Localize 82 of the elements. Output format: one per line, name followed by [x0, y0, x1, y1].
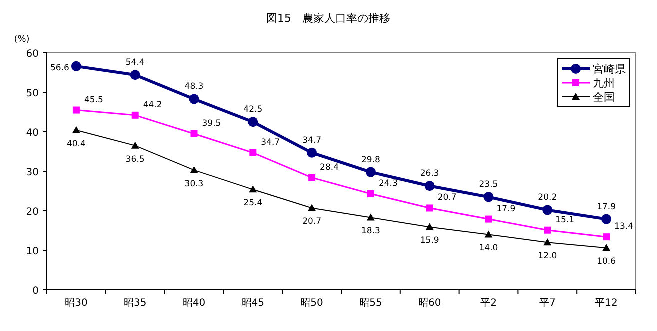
point [424, 181, 435, 192]
ytick: 40 [26, 128, 39, 139]
point [426, 223, 434, 230]
point [190, 130, 198, 138]
point [130, 70, 140, 80]
xtick: 昭45 [242, 298, 265, 309]
label: 25.4 [244, 198, 263, 209]
point [544, 238, 552, 246]
point [189, 94, 200, 104]
point [190, 166, 198, 174]
point [544, 226, 552, 234]
label: 20.7 [302, 217, 322, 228]
label: 10.6 [597, 257, 616, 268]
point [603, 234, 610, 241]
xtick: 昭60 [418, 298, 442, 309]
label: 17.9 [496, 204, 516, 214]
point [367, 190, 374, 198]
label: 26.3 [420, 169, 440, 180]
legend-item: 九州 [593, 77, 615, 90]
ytick: 30 [26, 168, 39, 178]
label: 24.3 [378, 179, 398, 190]
point [249, 186, 258, 193]
label: 30.3 [184, 179, 204, 190]
label: 18.3 [361, 226, 380, 237]
xtick: 平12 [595, 298, 618, 309]
ytick: 20 [26, 207, 39, 218]
label: 17.9 [597, 202, 616, 212]
label: 15.1 [556, 215, 575, 226]
xtick: 昭35 [124, 298, 147, 309]
label: 40.4 [66, 139, 86, 150]
xtick: 昭55 [360, 298, 382, 309]
label: 39.5 [202, 118, 222, 129]
point [308, 204, 316, 212]
label: 29.8 [361, 155, 380, 166]
point [308, 174, 316, 182]
legend-item: 全国 [593, 91, 615, 104]
xtick: 平7 [539, 298, 556, 309]
point [307, 148, 318, 158]
point [484, 230, 493, 238]
point [132, 112, 139, 119]
point [602, 244, 611, 252]
point [426, 204, 434, 212]
label: 48.3 [184, 82, 204, 92]
point [485, 216, 492, 223]
legend-item: 宮崎県 [593, 63, 626, 76]
label: 20.7 [438, 193, 457, 204]
label: 15.9 [420, 236, 440, 246]
point [72, 126, 80, 134]
ytick: 10 [26, 246, 39, 258]
point [366, 214, 375, 221]
ytick: 0 [32, 286, 39, 297]
label: 23.5 [479, 180, 498, 190]
point [542, 205, 553, 216]
xtick: 平2 [480, 298, 497, 309]
label: 20.2 [538, 193, 558, 204]
label: 54.4 [126, 58, 145, 68]
xtick: 昭50 [300, 298, 324, 309]
label: 12.0 [538, 252, 558, 262]
point [366, 167, 376, 178]
point [250, 149, 257, 156]
title: 図15 農家人口率の推移 [266, 12, 390, 25]
point [484, 192, 494, 202]
label: 34.7 [261, 138, 280, 148]
label: 14.0 [479, 244, 498, 254]
point [131, 142, 140, 149]
point [72, 106, 80, 114]
label: 45.5 [84, 95, 104, 106]
ytick: 60 [26, 49, 39, 60]
point [248, 117, 258, 128]
ylabel: (%) [14, 35, 30, 45]
label: 42.5 [244, 105, 263, 116]
label: 36.5 [126, 154, 145, 165]
label: 28.4 [320, 162, 339, 173]
ytick: 50 [26, 88, 39, 100]
label: 34.7 [302, 136, 322, 146]
xtick: 昭30 [65, 298, 88, 309]
point [602, 214, 612, 224]
label: 56.6 [50, 63, 70, 74]
point [71, 61, 82, 72]
label: 44.2 [143, 100, 162, 110]
xtick: 昭40 [182, 298, 206, 309]
label: 13.4 [614, 222, 634, 232]
